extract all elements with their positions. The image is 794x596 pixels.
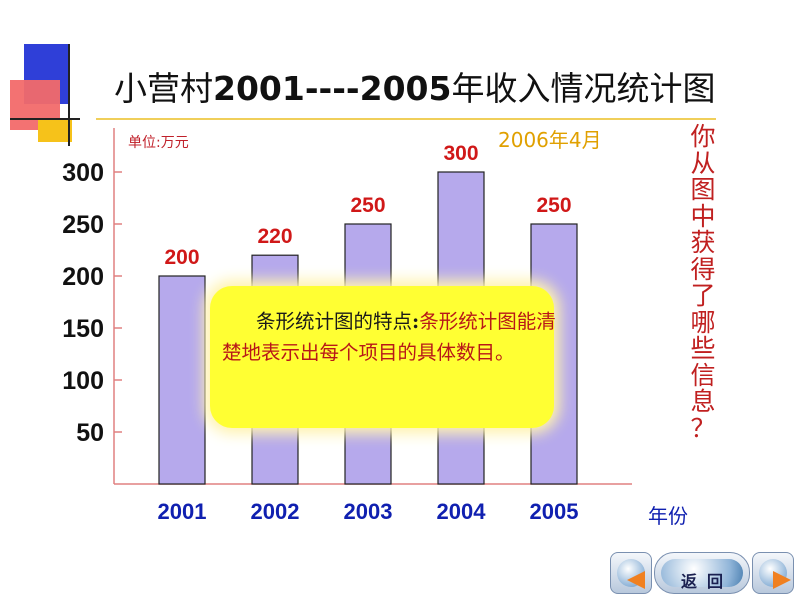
- bar-value-label: 250: [350, 194, 385, 217]
- decorative-vertical-line: [68, 44, 70, 146]
- title-suffix: 年收入情况统计图: [451, 69, 716, 108]
- date-label: 2006年4月: [498, 128, 602, 152]
- vertical-question: 你从图中获得了哪些信息？: [688, 122, 718, 443]
- callout-text: 条形统计图的特点:条形统计图能清楚地表示出每个项目的具体数目。: [222, 306, 558, 368]
- y-tick-label: 250: [62, 211, 104, 239]
- title-underline: [96, 118, 716, 120]
- arrow-left-icon: [627, 571, 645, 589]
- question-char: 息: [690, 387, 716, 416]
- x-tick-label: 2001: [158, 499, 207, 524]
- question-char: 些: [690, 334, 716, 363]
- x-tick-label: 2005: [530, 499, 579, 524]
- back-button-label: 返回: [680, 572, 733, 591]
- y-tick-label: 50: [76, 419, 104, 447]
- previous-button[interactable]: [610, 552, 652, 594]
- question-char: ？: [690, 413, 716, 443]
- bar-value-label: 300: [443, 142, 478, 165]
- callout-lead-text: 条形统计图的特点: [256, 310, 413, 333]
- question-char: 你: [690, 122, 716, 151]
- next-button-face: [759, 559, 791, 589]
- question-char: 信: [690, 360, 716, 390]
- back-button[interactable]: 返回: [654, 552, 750, 594]
- question-char: 了: [690, 281, 716, 310]
- y-axis-unit-label: 单位:万元: [128, 135, 189, 151]
- title-years: 2001----2005: [213, 69, 452, 108]
- arrow-right-icon: [773, 571, 791, 589]
- callout-colon: :: [412, 310, 420, 333]
- question-char: 获: [690, 228, 716, 257]
- bar: [158, 275, 206, 485]
- title-prefix: 小营村: [114, 69, 213, 108]
- question-char: 得: [690, 254, 716, 284]
- x-tick-label: 2002: [251, 499, 300, 524]
- x-tick-label: 2004: [437, 499, 487, 524]
- question-char: 从: [690, 148, 716, 178]
- previous-button-face: [617, 559, 645, 589]
- callout-lead: 条形统计图的特点:: [222, 310, 419, 333]
- callout-box: [210, 286, 554, 428]
- back-button-face: 返回: [661, 559, 743, 591]
- question-char: 图: [690, 175, 716, 204]
- decorative-yellow-square: [38, 118, 72, 142]
- callout-body: 条形统计图能清楚地表示出每个项目的具体数目。: [222, 310, 556, 364]
- bar-value-label: 200: [164, 246, 199, 269]
- decorative-horizontal-line: [10, 118, 80, 120]
- y-tick-label: 100: [62, 367, 104, 395]
- y-tick-label: 300: [62, 159, 104, 187]
- x-axis-title: 年份: [648, 504, 688, 528]
- chart-title: 小营村2001----2005年收入情况统计图: [114, 62, 715, 110]
- question-char: 哪: [690, 307, 716, 337]
- y-tick-label: 200: [62, 263, 104, 291]
- bar-value-label: 220: [257, 225, 292, 248]
- question-char: 中: [690, 201, 716, 231]
- next-button[interactable]: [752, 552, 794, 594]
- y-tick-label: 150: [62, 315, 104, 343]
- x-tick-label: 2003: [344, 499, 393, 524]
- bar-value-label: 250: [536, 194, 571, 217]
